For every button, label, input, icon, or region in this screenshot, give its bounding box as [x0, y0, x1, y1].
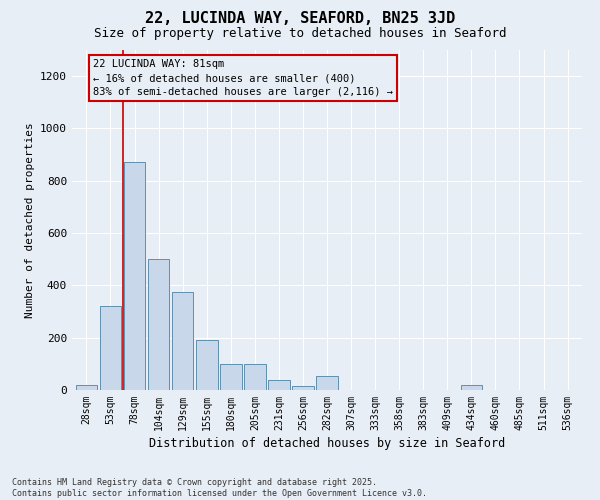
- Text: Size of property relative to detached houses in Seaford: Size of property relative to detached ho…: [94, 27, 506, 40]
- Bar: [76, 385, 97, 390]
- Bar: [148, 259, 169, 390]
- Y-axis label: Number of detached properties: Number of detached properties: [25, 122, 35, 318]
- Text: 22 LUCINDA WAY: 81sqm
← 16% of detached houses are smaller (400)
83% of semi-det: 22 LUCINDA WAY: 81sqm ← 16% of detached …: [93, 59, 393, 97]
- Text: Contains HM Land Registry data © Crown copyright and database right 2025.
Contai: Contains HM Land Registry data © Crown c…: [12, 478, 427, 498]
- Bar: [292, 386, 314, 390]
- Text: 22, LUCINDA WAY, SEAFORD, BN25 3JD: 22, LUCINDA WAY, SEAFORD, BN25 3JD: [145, 11, 455, 26]
- Bar: [461, 386, 482, 390]
- Bar: [268, 380, 290, 390]
- Bar: [244, 364, 266, 390]
- Bar: [100, 306, 121, 390]
- Bar: [124, 162, 145, 390]
- Bar: [316, 376, 338, 390]
- X-axis label: Distribution of detached houses by size in Seaford: Distribution of detached houses by size …: [149, 437, 505, 450]
- Bar: [172, 292, 193, 390]
- Bar: [196, 340, 218, 390]
- Bar: [220, 364, 242, 390]
